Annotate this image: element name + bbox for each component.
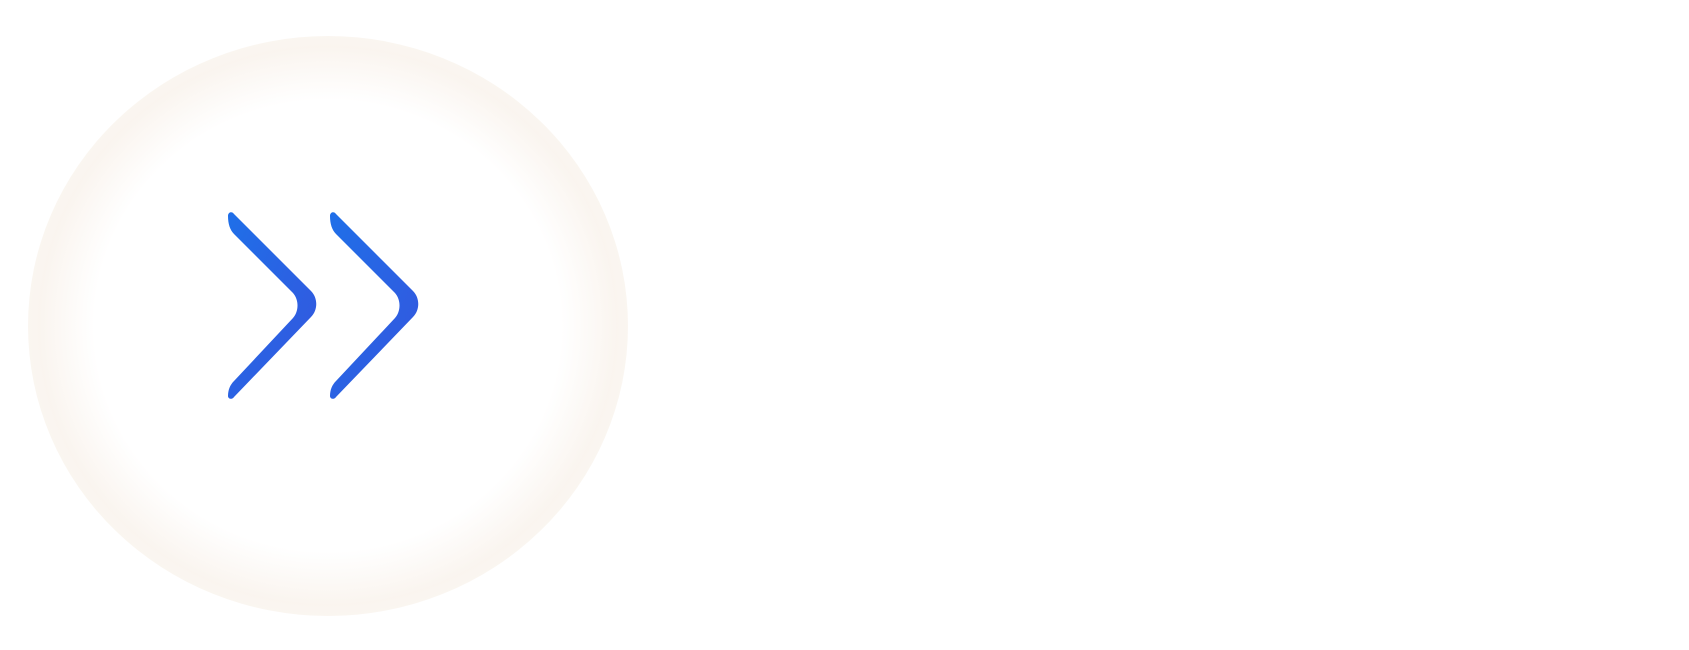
fast-forward-button[interactable] [122,110,532,520]
